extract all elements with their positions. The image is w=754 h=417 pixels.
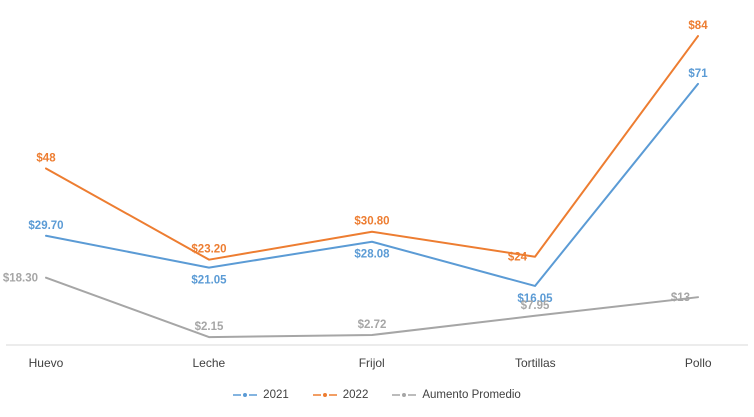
legend-label-2021: 2021 <box>263 389 289 401</box>
data-label: $28.08 <box>354 249 390 261</box>
data-label: $18.30 <box>3 273 38 285</box>
data-label: $16.05 <box>517 293 553 305</box>
data-label: $7.95 <box>521 300 550 312</box>
legend-marker-aumento-promedio-icon <box>392 393 417 397</box>
data-label: $48 <box>36 152 56 164</box>
series-line-2021 <box>45 82 699 287</box>
x-axis-label-frijol: Frijol <box>358 356 385 370</box>
data-label: $84 <box>688 20 708 32</box>
x-axis-label-huevo: Huevo <box>28 356 64 370</box>
data-label: $71 <box>688 68 708 80</box>
data-label: $29.70 <box>28 220 63 232</box>
legend-marker-2022-icon <box>312 393 337 397</box>
data-label: $24 <box>508 252 528 264</box>
data-label: $30.80 <box>354 216 389 228</box>
legend-marker-2021-icon <box>233 393 258 397</box>
data-label: $2.15 <box>195 321 224 333</box>
legend-item-2021: 2021 <box>233 389 289 401</box>
series-line-aumento-promedio <box>45 276 699 339</box>
data-label: $13 <box>671 292 690 304</box>
data-label: $2.72 <box>358 319 387 331</box>
series-line-2022 <box>45 35 699 261</box>
x-axis-label-leche: Leche <box>192 356 226 370</box>
chart-legend: 2021 2022 Aumento Promedio <box>0 389 754 401</box>
data-label: $23.20 <box>191 244 226 256</box>
legend-item-2022: 2022 <box>312 389 369 401</box>
legend-label-aumento-promedio: Aumento Promedio <box>422 389 521 401</box>
legend-item-aumento-promedio: Aumento Promedio <box>392 389 521 401</box>
x-axis-label-pollo: Pollo <box>684 356 712 370</box>
data-label: $21.05 <box>191 275 227 287</box>
legend-label-2022: 2022 <box>342 389 369 401</box>
x-axis-label-tortillas: Tortillas <box>514 356 556 370</box>
